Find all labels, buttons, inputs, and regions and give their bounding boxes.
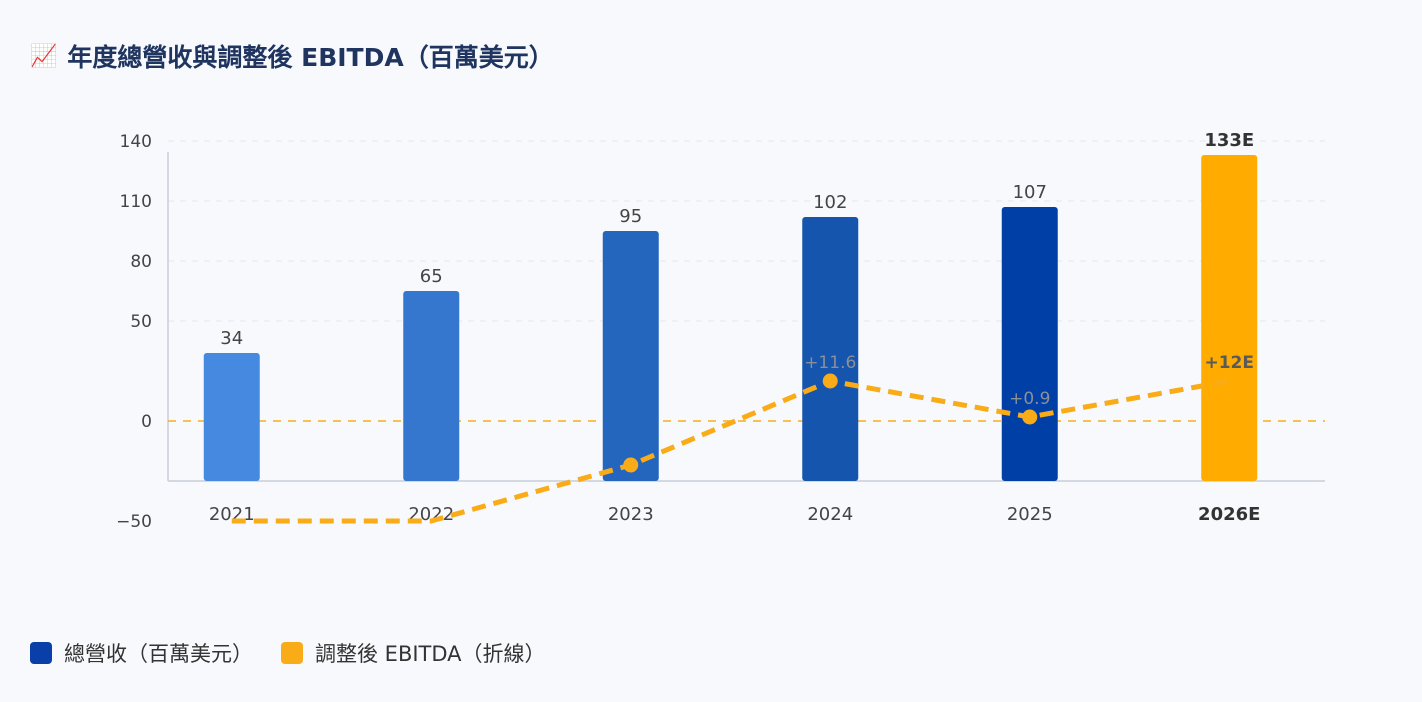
chart-legend: 總營收（百萬美元） 調整後 EBITDA（折線） (30, 638, 546, 668)
x-tick-label: 2023 (608, 504, 654, 525)
revenue-bar (203, 353, 260, 481)
ebitda-point-label: +11.6 (804, 353, 856, 373)
revenue-bar (802, 217, 859, 481)
legend-item-revenue[interactable]: 總營收（百萬美元） (30, 638, 253, 668)
chart-up-icon: 📈 (30, 43, 58, 69)
revenue-bar (602, 231, 659, 481)
ebitda-point (1022, 409, 1038, 425)
legend-swatch-ebitda (281, 642, 303, 664)
revenue-bar-label: 102 (813, 192, 847, 213)
ebitda-point-label: +12E (1204, 353, 1254, 373)
y-tick-label: 0 (141, 412, 152, 432)
revenue-bar-label: 133E (1204, 130, 1254, 151)
legend-swatch-revenue (30, 642, 52, 664)
y-tick-label: 50 (130, 312, 152, 332)
revenue-bar (1201, 155, 1258, 481)
revenue-bar-label: 65 (420, 266, 443, 287)
chart-title-text: 年度總營收與調整後 EBITDA（百萬美元） (67, 43, 554, 72)
revenue-bar (1001, 207, 1058, 481)
ebitda-line (231, 378, 1230, 524)
legend-label-revenue: 總營收（百萬美元） (64, 642, 253, 666)
legend-item-ebitda[interactable]: 調整後 EBITDA（折線） (281, 638, 546, 668)
ebitda-point-label: +0.9 (1009, 389, 1050, 409)
y-tick-label: −50 (116, 512, 152, 532)
revenue-bar (403, 291, 460, 481)
x-tick-label: 2024 (807, 504, 853, 525)
chart-title: 📈 年度總營收與調整後 EBITDA（百萬美元） (30, 38, 554, 74)
ebitda-point (623, 457, 639, 473)
legend-label-ebitda: 調整後 EBITDA（折線） (315, 642, 546, 666)
ebitda-point (822, 373, 838, 389)
y-tick-label: 110 (120, 192, 152, 212)
revenue-bar-label: 34 (220, 328, 243, 349)
y-tick-label: 140 (120, 132, 152, 152)
x-tick-label: 2025 (1007, 504, 1053, 525)
x-tick-label: 2026E (1198, 504, 1260, 525)
revenue-bar-label: 95 (619, 206, 642, 227)
revenue-bar-label: 107 (1013, 182, 1047, 203)
y-tick-label: 80 (130, 252, 152, 272)
